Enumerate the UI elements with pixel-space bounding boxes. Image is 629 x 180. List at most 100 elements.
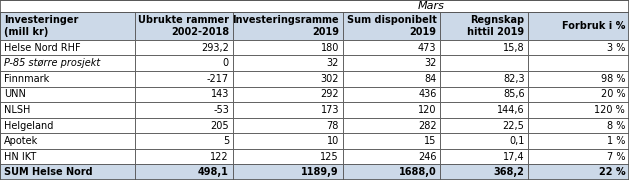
Bar xyxy=(0,118,135,133)
Bar xyxy=(0,0,629,12)
Text: 10: 10 xyxy=(327,136,339,146)
Bar xyxy=(0,55,135,71)
Text: 143: 143 xyxy=(211,89,229,99)
Bar xyxy=(343,12,440,40)
Text: 78: 78 xyxy=(326,120,339,130)
Bar xyxy=(233,149,343,164)
Text: 5: 5 xyxy=(223,136,229,146)
Bar xyxy=(343,40,440,55)
Text: Forbruk i %: Forbruk i % xyxy=(562,21,625,31)
Text: 1688,0: 1688,0 xyxy=(399,167,437,177)
Text: Sum disponibelt
2019: Sum disponibelt 2019 xyxy=(347,15,437,37)
Text: -217: -217 xyxy=(207,74,229,84)
Bar xyxy=(528,149,629,164)
Bar xyxy=(135,55,233,71)
Text: 302: 302 xyxy=(321,74,339,84)
Bar xyxy=(440,55,528,71)
Text: Investeringer
(mill kr): Investeringer (mill kr) xyxy=(4,15,78,37)
Text: 22,5: 22,5 xyxy=(503,120,525,130)
Text: Apotek: Apotek xyxy=(4,136,38,146)
Text: 82,3: 82,3 xyxy=(503,74,525,84)
Text: 246: 246 xyxy=(418,152,437,162)
Bar xyxy=(343,133,440,149)
Bar xyxy=(135,71,233,87)
Text: Ubrukte rammer
2002-2018: Ubrukte rammer 2002-2018 xyxy=(138,15,229,37)
Text: -53: -53 xyxy=(213,105,229,115)
Text: 120 %: 120 % xyxy=(594,105,625,115)
Text: 20 %: 20 % xyxy=(601,89,625,99)
Text: 98 %: 98 % xyxy=(601,74,625,84)
Text: 292: 292 xyxy=(320,89,339,99)
Text: SUM Helse Nord: SUM Helse Nord xyxy=(4,167,92,177)
Text: 15,8: 15,8 xyxy=(503,43,525,53)
Text: UNN: UNN xyxy=(4,89,26,99)
Bar xyxy=(0,71,135,87)
Text: 84: 84 xyxy=(425,74,437,84)
Bar xyxy=(0,12,135,40)
Bar xyxy=(343,71,440,87)
Text: 498,1: 498,1 xyxy=(198,167,229,177)
Text: Helgeland: Helgeland xyxy=(4,120,53,130)
Text: 173: 173 xyxy=(321,105,339,115)
Bar xyxy=(528,87,629,102)
Text: 0: 0 xyxy=(223,58,229,68)
Bar xyxy=(135,164,233,180)
Text: Helse Nord RHF: Helse Nord RHF xyxy=(4,43,81,53)
Bar xyxy=(343,55,440,71)
Bar xyxy=(135,149,233,164)
Text: 85,6: 85,6 xyxy=(503,89,525,99)
Bar xyxy=(135,87,233,102)
Bar xyxy=(440,149,528,164)
Bar xyxy=(343,149,440,164)
Bar xyxy=(343,102,440,118)
Bar xyxy=(528,102,629,118)
Text: 205: 205 xyxy=(210,120,229,130)
Text: 473: 473 xyxy=(418,43,437,53)
Bar xyxy=(135,133,233,149)
Bar xyxy=(0,133,135,149)
Bar xyxy=(233,12,343,40)
Bar xyxy=(135,118,233,133)
Bar xyxy=(0,164,135,180)
Bar xyxy=(528,12,629,40)
Bar xyxy=(440,87,528,102)
Bar xyxy=(528,118,629,133)
Text: 3 %: 3 % xyxy=(607,43,625,53)
Text: Mars: Mars xyxy=(418,1,444,11)
Bar xyxy=(233,164,343,180)
Bar xyxy=(233,118,343,133)
Text: Regnskap
hittil 2019: Regnskap hittil 2019 xyxy=(467,15,525,37)
Text: Investeringsramme
2019: Investeringsramme 2019 xyxy=(232,15,339,37)
Text: HN IKT: HN IKT xyxy=(4,152,36,162)
Bar xyxy=(528,55,629,71)
Text: 282: 282 xyxy=(418,120,437,130)
Bar xyxy=(135,40,233,55)
Text: 15: 15 xyxy=(424,136,437,146)
Bar xyxy=(233,55,343,71)
Text: 144,6: 144,6 xyxy=(497,105,525,115)
Bar xyxy=(440,71,528,87)
Bar xyxy=(0,40,135,55)
Text: 125: 125 xyxy=(320,152,339,162)
Bar xyxy=(0,87,135,102)
Bar xyxy=(233,133,343,149)
Text: 1 %: 1 % xyxy=(607,136,625,146)
Text: 436: 436 xyxy=(418,89,437,99)
Text: 22 %: 22 % xyxy=(599,167,625,177)
Bar xyxy=(440,118,528,133)
Text: 293,2: 293,2 xyxy=(201,43,229,53)
Text: 180: 180 xyxy=(321,43,339,53)
Bar xyxy=(233,40,343,55)
Bar xyxy=(528,164,629,180)
Bar xyxy=(135,12,233,40)
Bar xyxy=(233,71,343,87)
Bar xyxy=(528,71,629,87)
Bar xyxy=(440,40,528,55)
Bar xyxy=(528,40,629,55)
Text: 1189,9: 1189,9 xyxy=(301,167,339,177)
Bar xyxy=(135,102,233,118)
Bar xyxy=(343,87,440,102)
Text: 0,1: 0,1 xyxy=(509,136,525,146)
Text: 17,4: 17,4 xyxy=(503,152,525,162)
Bar xyxy=(440,133,528,149)
